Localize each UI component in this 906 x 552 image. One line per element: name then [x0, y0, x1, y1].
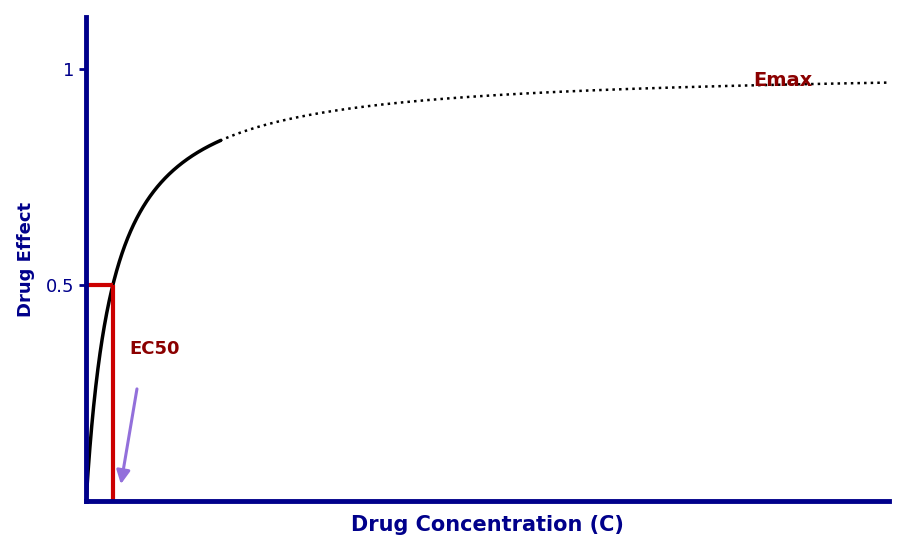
X-axis label: Drug Concentration (C): Drug Concentration (C): [352, 516, 624, 535]
Y-axis label: Drug Effect: Drug Effect: [16, 201, 34, 317]
Text: Emax: Emax: [753, 71, 812, 90]
Text: EC50: EC50: [129, 340, 179, 358]
